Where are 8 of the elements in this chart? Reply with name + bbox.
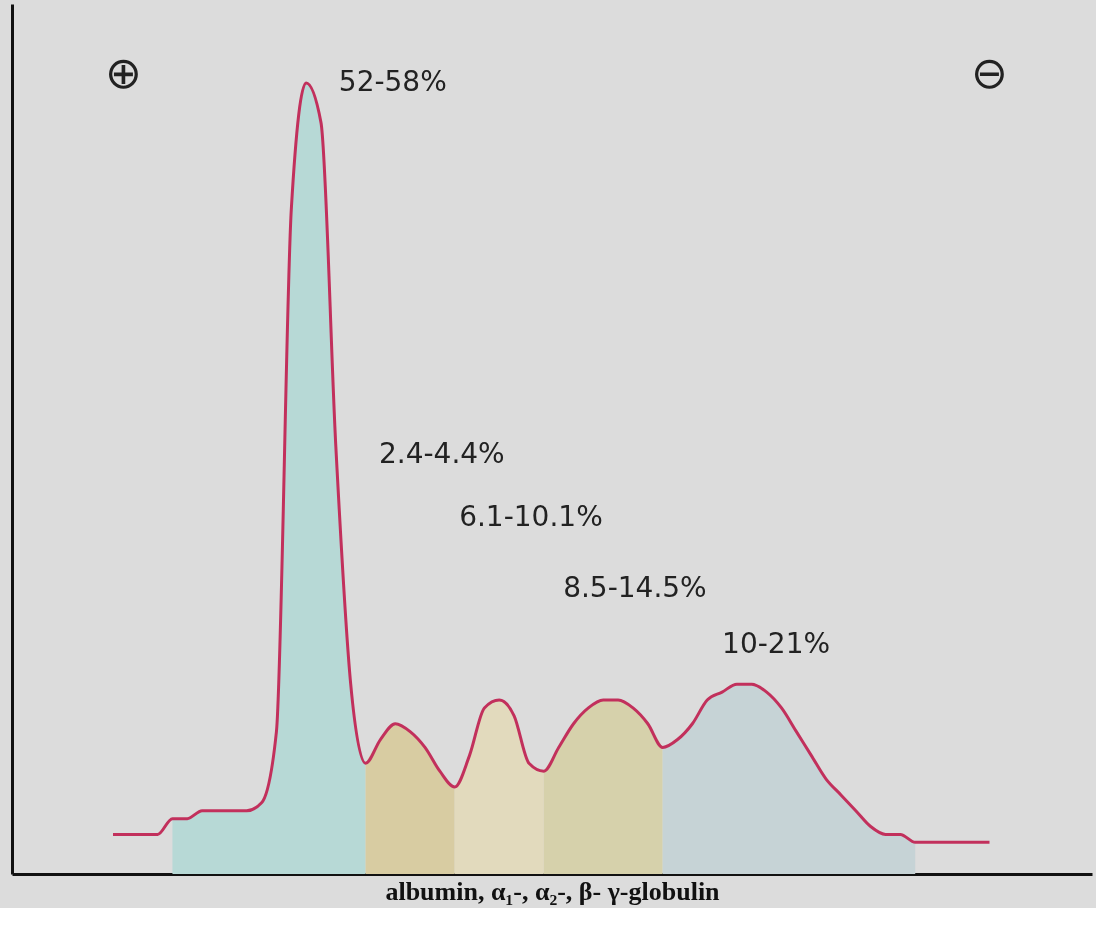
annotation: ⊕ <box>104 47 142 99</box>
annotation: ⊖ <box>971 47 1008 99</box>
annotation: 52-58% <box>338 65 447 99</box>
annotation: 2.4-4.4% <box>378 436 505 470</box>
annotation: 8.5-14.5% <box>563 571 707 605</box>
annotation: 10-21% <box>722 626 831 660</box>
annotation: 6.1-10.1% <box>459 500 603 534</box>
x-axis-title: albumin, α₁-, α₂-, β- γ-globulin <box>385 876 721 906</box>
